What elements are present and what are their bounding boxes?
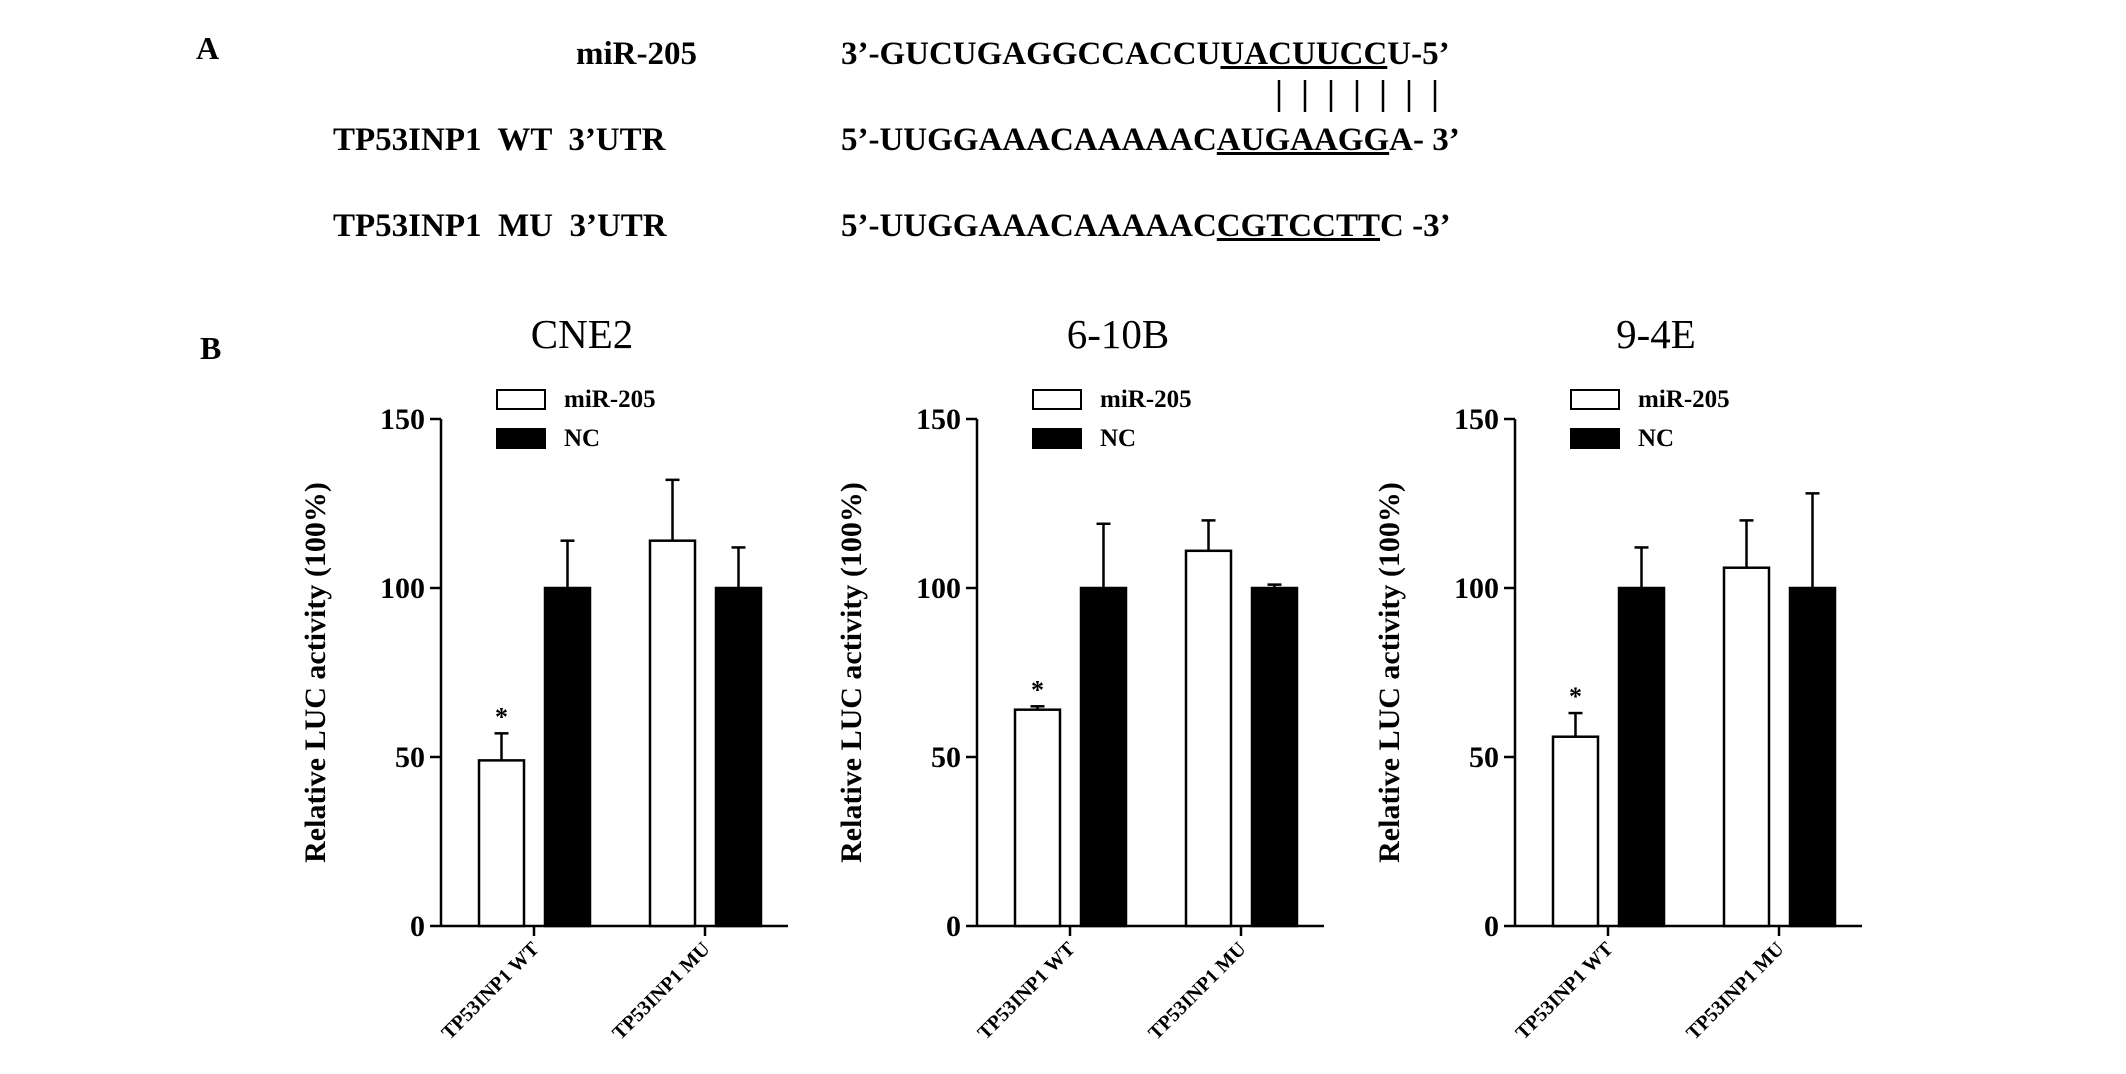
y-tick-label: 150 xyxy=(916,403,961,436)
significance-label: * xyxy=(1031,675,1044,704)
legend-swatch xyxy=(1032,389,1082,410)
bar xyxy=(714,586,763,928)
sequence-part: 5’-UUGGAAACAAAAAC xyxy=(841,122,1217,158)
sequence-part: 3’-GUCUGAGGCCACCU xyxy=(841,36,1221,72)
bar xyxy=(1722,566,1771,928)
chart-title: CNE2 xyxy=(531,311,634,357)
legend-swatch xyxy=(496,428,546,449)
y-axis-label: Relative LUC activity (100%) xyxy=(299,482,332,863)
y-tick-label: 50 xyxy=(395,741,425,774)
seed-region: UACUUCC xyxy=(1220,36,1388,72)
y-axis-label: Relative LUC activity (100%) xyxy=(1373,482,1406,863)
bar xyxy=(1788,586,1837,928)
legend-label: miR-205 xyxy=(1100,386,1192,413)
sequence: 5’-UUGGAAACAAAAACAUGAAGGA- 3’ xyxy=(841,124,1460,157)
sequence: 5’-UUGGAAACAAAAACCGTCCTTC -3’ xyxy=(841,210,1451,243)
legend-label: NC xyxy=(1638,425,1674,452)
y-tick-label: 150 xyxy=(1454,403,1499,436)
y-tick-label: 100 xyxy=(916,572,961,605)
chart: CNE2 Relative LUC activity (100%) 0 50 100 15… xyxy=(299,311,788,1044)
bar xyxy=(477,759,526,928)
legend-swatch xyxy=(1570,428,1620,449)
bar xyxy=(1013,708,1062,928)
bar xyxy=(648,539,697,928)
x-tick-label: TP53INP1 MU xyxy=(1144,938,1250,1044)
legend-swatch xyxy=(1570,389,1620,410)
y-tick-label: 150 xyxy=(380,403,425,436)
seed-region: AUGAAGG xyxy=(1216,122,1390,158)
legend-swatch xyxy=(1032,428,1082,449)
seed-region: CGTCCTT xyxy=(1216,208,1380,244)
bar xyxy=(543,586,592,928)
legend-swatch xyxy=(496,389,546,410)
y-tick-label: 100 xyxy=(380,572,425,605)
panel-label: A xyxy=(196,30,220,66)
sequence-part: A- 3’ xyxy=(1389,122,1460,158)
sequence-part: C -3’ xyxy=(1380,208,1451,244)
sequence-name: TP53INP1 MU 3’UTR xyxy=(333,208,667,244)
chart: 9-4E Relative LUC activity (100%) 0 50 100 15… xyxy=(1373,311,1862,1044)
x-tick-label: TP53INP1 WT xyxy=(1511,938,1618,1045)
y-tick-label: 50 xyxy=(931,741,961,774)
significance-label: * xyxy=(1569,682,1582,711)
bar xyxy=(1551,735,1600,928)
x-tick-label: TP53INP1 WT xyxy=(973,938,1080,1045)
y-axis-label: Relative LUC activity (100%) xyxy=(835,482,868,863)
y-tick-label: 50 xyxy=(1469,741,1499,774)
significance-label: * xyxy=(495,702,508,731)
legend-label: miR-205 xyxy=(564,386,656,413)
sequence: 3’-GUCUGAGGCCACCUUACUUCCU-5’ xyxy=(841,38,1450,71)
x-tick-label: TP53INP1 MU xyxy=(608,938,714,1044)
x-tick-label: TP53INP1 WT xyxy=(437,938,544,1045)
bar xyxy=(1184,549,1233,928)
panel-label: B xyxy=(200,330,222,366)
y-tick-label: 100 xyxy=(1454,572,1499,605)
chart-title: 6-10B xyxy=(1067,311,1170,357)
y-tick-label: 0 xyxy=(410,910,425,943)
chart: 6-10B Relative LUC activity (100%) 0 50 100 1… xyxy=(835,311,1324,1044)
chart-title: 9-4E xyxy=(1616,311,1696,357)
bar xyxy=(1250,586,1299,928)
sequence-name: miR-205 xyxy=(576,36,697,72)
legend-label: NC xyxy=(1100,425,1136,452)
legend-label: miR-205 xyxy=(1638,386,1730,413)
sequence-part: U-5’ xyxy=(1387,36,1450,72)
bar xyxy=(1617,586,1666,928)
y-tick-label: 0 xyxy=(946,910,961,943)
legend-label: NC xyxy=(564,425,600,452)
sequence-name: TP53INP1 WT 3’UTR xyxy=(333,122,666,158)
sequence-part: 5’-UUGGAAACAAAAAC xyxy=(841,208,1217,244)
pairing-lines xyxy=(1277,80,1437,112)
y-tick-label: 0 xyxy=(1484,910,1499,943)
bar xyxy=(1079,586,1128,928)
x-tick-label: TP53INP1 MU xyxy=(1682,938,1788,1044)
